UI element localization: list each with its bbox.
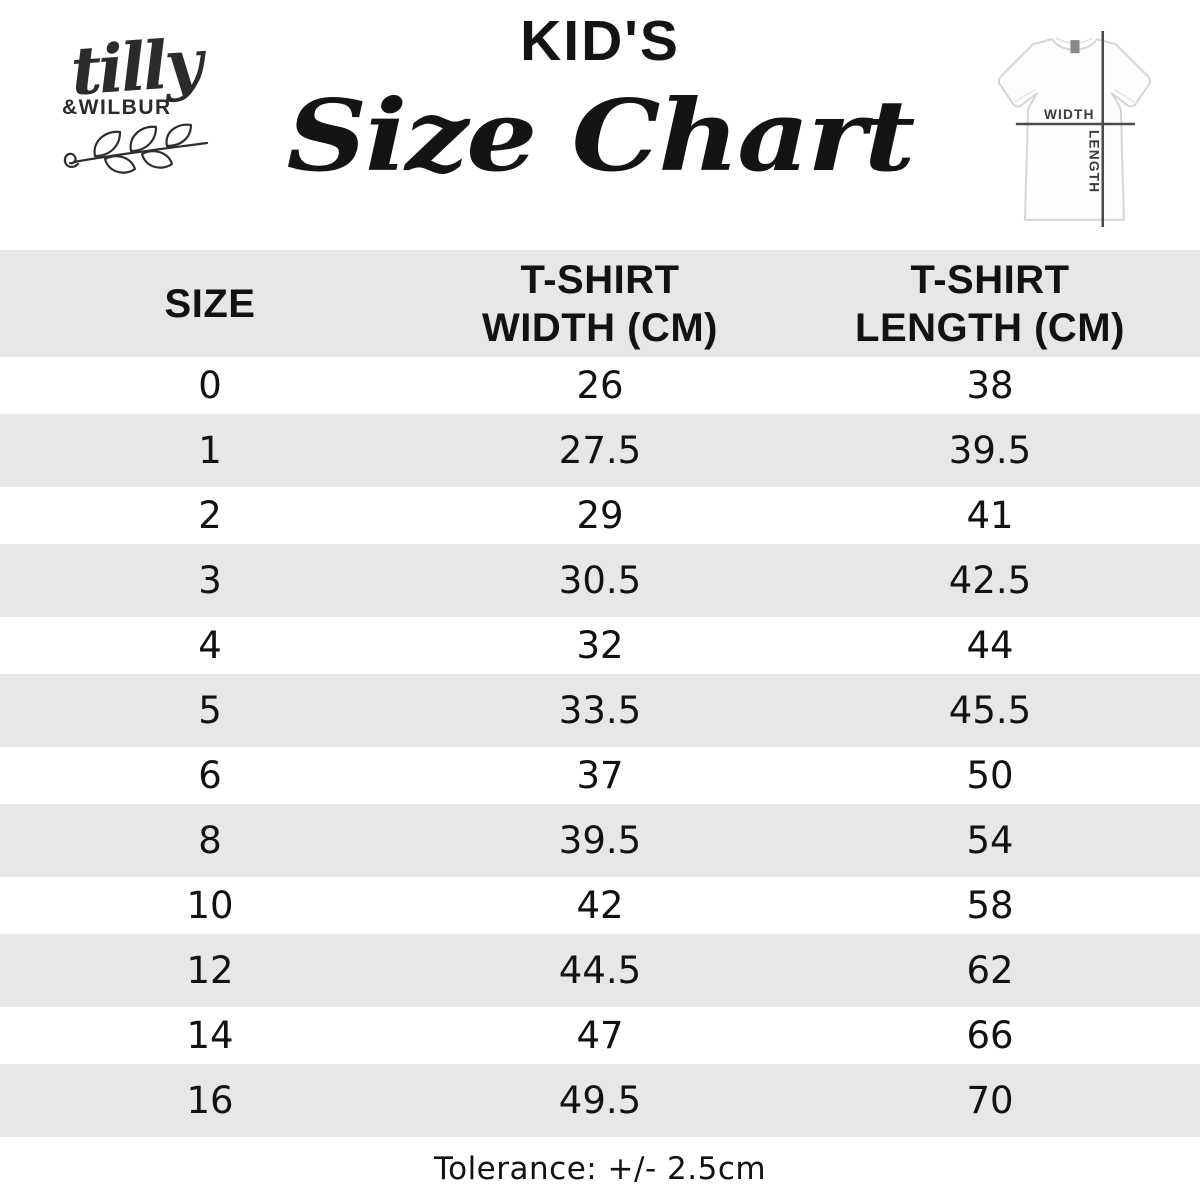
column-header-size: SIZE [164,281,256,326]
tshirt-measurement-diagram: WIDTH LENGTH [997,31,1152,227]
brand-logo: tilly &WILBUR [48,24,223,176]
table-row: 8 39.5 54 [0,804,1200,877]
column-header-width: T-SHIRT WIDTH (CM) [481,257,719,350]
tshirt-sleeve-hem-right [1113,88,1135,103]
table-row: 14 47 66 [0,1007,1200,1064]
width-cell: 32 [576,624,624,667]
width-cell: 42 [576,884,624,927]
size-cell: 2 [198,494,222,537]
table-row: 12 44.5 62 [0,934,1200,1007]
size-cell: 10 [186,884,234,927]
length-cell: 44 [966,624,1014,667]
size-cell: 6 [198,754,222,797]
tshirt-neck-label [1070,40,1080,54]
length-cell: 70 [966,1079,1014,1122]
brand-name-caps: &WILBUR [62,96,172,119]
page-title: Size Chart [286,78,916,194]
brand-name-script: tilly [68,23,203,111]
width-cell: 27.5 [558,429,642,472]
width-cell: 30.5 [558,559,642,602]
width-cell: 26 [576,364,624,407]
width-cell: 29 [576,494,624,537]
length-cell: 54 [966,819,1014,862]
size-cell: 5 [198,689,222,732]
size-table-body: 0 26 38 1 27.5 39.5 2 29 41 3 30.5 42.5 … [0,357,1200,1137]
length-cell: 45.5 [948,689,1032,732]
length-cell: 58 [966,884,1014,927]
length-cell: 66 [966,1014,1014,1057]
size-table: SIZE T-SHIRT WIDTH (CM) T-SHIRT LENGTH (… [0,250,1200,1137]
size-cell: 3 [198,559,222,602]
size-cell: 16 [186,1079,234,1122]
laurel-branch-icon [63,123,208,174]
tolerance-note: Tolerance: +/- 2.5cm [433,1151,767,1187]
width-cell: 44.5 [558,949,642,992]
length-cell: 50 [966,754,1014,797]
length-cell: 62 [966,949,1014,992]
width-cell: 33.5 [558,689,642,732]
table-row: 2 29 41 [0,487,1200,544]
title-kicker: KID'S [520,9,680,73]
table-row: 6 37 50 [0,747,1200,804]
width-cell: 39.5 [558,819,642,862]
size-cell: 8 [198,819,222,862]
size-cell: 14 [186,1014,234,1057]
size-cell: 4 [198,624,222,667]
width-label: WIDTH [1044,107,1095,122]
page-title-wrap: Size Chart [210,73,990,200]
table-row: 5 33.5 45.5 [0,674,1200,747]
table-row: 16 49.5 70 [0,1064,1200,1137]
tshirt-sleeve-hem-left [1014,88,1036,103]
size-cell: 12 [186,949,234,992]
width-cell: 37 [576,754,624,797]
size-cell: 0 [198,364,222,407]
length-cell: 39.5 [948,429,1032,472]
length-cell: 42.5 [948,559,1032,602]
width-cell: 47 [576,1014,624,1057]
size-table-header: SIZE T-SHIRT WIDTH (CM) T-SHIRT LENGTH (… [0,250,1200,357]
length-cell: 38 [966,364,1014,407]
table-row: 3 30.5 42.5 [0,544,1200,617]
width-cell: 49.5 [558,1079,642,1122]
header-row: SIZE T-SHIRT WIDTH (CM) T-SHIRT LENGTH (… [0,250,1200,357]
length-label: LENGTH [1087,130,1102,193]
size-cell: 1 [198,429,222,472]
table-row: 0 26 38 [0,357,1200,414]
tshirt-outline [997,38,1152,221]
column-header-length: T-SHIRT LENGTH (CM) [855,257,1125,350]
table-row: 10 42 58 [0,877,1200,934]
length-cell: 41 [966,494,1014,537]
table-row: 1 27.5 39.5 [0,414,1200,487]
table-row: 4 32 44 [0,617,1200,674]
header-section: tilly &WILBUR KID'S Size Chart [0,0,1200,250]
title-block: KID'S Size Chart [210,0,990,200]
